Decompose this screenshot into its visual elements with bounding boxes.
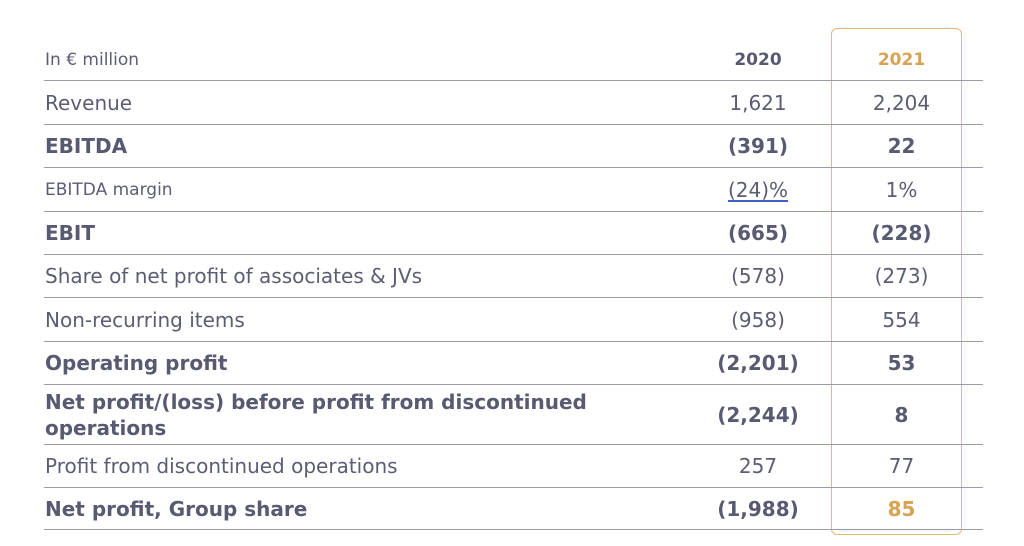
table-row-ebitda: EBITDA (391) 22 <box>44 125 983 168</box>
table-row-net-profit-group-share: Net profit, Group share (1,988) 85 <box>44 488 983 530</box>
value-2021: (273) <box>874 264 929 288</box>
table-row-ebitda-margin: EBITDA margin (24)% 1% <box>44 168 983 212</box>
table-row-ebit: EBIT (665) (228) <box>44 212 983 255</box>
value-2021: 85 <box>887 496 916 521</box>
row-label: Share of net profit of associates & JVs <box>45 264 423 288</box>
unit-label: In € million <box>45 50 140 70</box>
value-2021: 77 <box>888 454 915 478</box>
row-label: Profit from discontinued operations <box>45 454 398 478</box>
value-2020: (2,244) <box>717 402 799 427</box>
value-2020-text: (24)% <box>727 177 789 202</box>
row-label: EBITDA <box>45 134 128 158</box>
value-2020: (24)% <box>699 168 817 211</box>
value-2020: (391) <box>727 134 789 158</box>
highlight-2021-column <box>831 28 962 535</box>
value-2020: (1,988) <box>717 496 799 521</box>
table-row-operating-profit: Operating profit (2,201) 53 <box>44 342 983 385</box>
column-header-2021: 2021 <box>877 50 926 70</box>
value-2020: 257 <box>738 454 778 478</box>
value-2021: 2,204 <box>872 90 931 115</box>
table-row-non-recurring-items: Non-recurring items (958) 554 <box>44 298 983 342</box>
row-label: Net profit, Group share <box>45 496 308 521</box>
value-2020: (578) <box>731 264 785 288</box>
row-label: Net profit/(loss) before profit from dis… <box>45 389 587 440</box>
column-header-2020: 2020 <box>734 50 782 70</box>
value-2020: (665) <box>727 221 789 245</box>
value-2021: 22 <box>887 134 916 158</box>
row-label: Non-recurring items <box>45 307 245 332</box>
table-header-row: In € million 2020 2021 <box>44 40 983 81</box>
value-2021: 8 <box>894 402 909 427</box>
value-2021: 53 <box>887 351 916 375</box>
row-label: EBIT <box>45 221 95 245</box>
table-row-revenue: Revenue 1,621 2,204 <box>44 81 983 125</box>
row-label: Revenue <box>45 90 133 115</box>
row-label: Operating profit <box>45 351 228 375</box>
table-row-share-of-net-profit: Share of net profit of associates & JVs … <box>44 255 983 298</box>
value-2020: (958) <box>731 307 785 332</box>
value-2020: 1,621 <box>729 90 787 115</box>
table-row-profit-from-discontinued: Profit from discontinued operations 257 … <box>44 445 983 488</box>
value-2021: (228) <box>871 221 932 245</box>
value-2021: 554 <box>882 307 921 332</box>
table-row-net-profit-before-discontinued: Net profit/(loss) before profit from dis… <box>44 385 983 445</box>
row-label: EBITDA margin <box>45 179 173 200</box>
value-2021: 1% <box>885 177 918 202</box>
value-2020: (2,201) <box>717 351 799 375</box>
